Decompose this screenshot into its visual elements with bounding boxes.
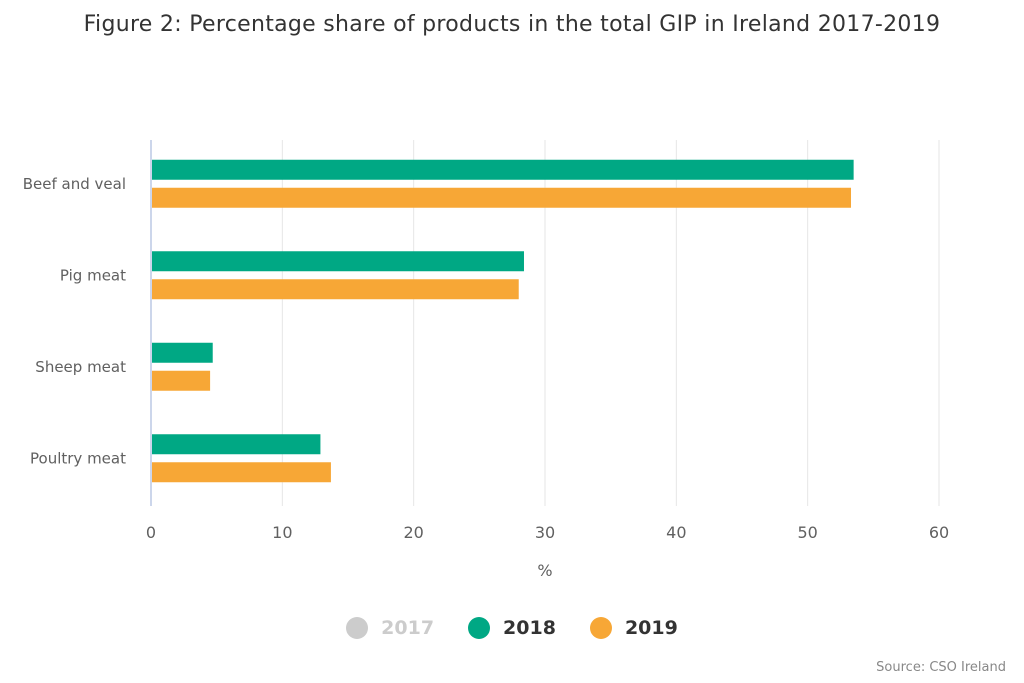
bars (152, 159, 854, 483)
bar-2019-poultry-meat[interactable] (152, 462, 331, 483)
legend: 2017 2018 2019 (0, 617, 1024, 639)
legend-item-2017[interactable]: 2017 (346, 617, 434, 639)
category-label: Poultry meat (30, 449, 126, 467)
source-note: Source: CSO Ireland (876, 660, 1006, 675)
legend-marker-icon (589, 617, 612, 639)
legend-label: 2018 (503, 617, 556, 639)
bar-2019-pig-meat[interactable] (152, 279, 519, 300)
legend-marker-icon (468, 617, 491, 639)
category-label: Pig meat (60, 266, 126, 284)
x-tick-label: 20 (403, 523, 423, 542)
legend-item-2018[interactable]: 2018 (468, 617, 556, 639)
legend-item-2019[interactable]: 2019 (589, 617, 678, 639)
x-tick-label: 30 (535, 523, 555, 542)
x-tick-label: 0 (146, 523, 156, 542)
x-tick-label: 60 (929, 523, 949, 542)
x-tick-labels: 0 10 20 30 40 50 60 (146, 523, 949, 542)
legend-label: 2017 (381, 617, 435, 639)
chart-title: Figure 2: Percentage share of products i… (83, 12, 941, 37)
x-tick-label: 40 (666, 523, 686, 542)
x-tick-label: 50 (797, 523, 817, 542)
bar-2018-sheep-meat[interactable] (152, 342, 213, 363)
bar-2018-poultry-meat[interactable] (152, 434, 321, 455)
legend-marker-icon (346, 617, 369, 639)
category-labels: Beef and veal Pig meat Sheep meat Poultry m… (23, 175, 126, 468)
x-axis-title: % (537, 561, 552, 580)
bar-2018-beef-and-veal[interactable] (152, 159, 854, 180)
bar-2018-pig-meat[interactable] (152, 251, 524, 272)
x-tick-label: 10 (272, 523, 292, 542)
bar-2019-beef-and-veal[interactable] (152, 187, 852, 208)
category-label: Sheep meat (35, 358, 126, 376)
category-label: Beef and veal (23, 175, 126, 193)
bar-2019-sheep-meat[interactable] (152, 370, 211, 391)
legend-label: 2019 (624, 617, 678, 639)
